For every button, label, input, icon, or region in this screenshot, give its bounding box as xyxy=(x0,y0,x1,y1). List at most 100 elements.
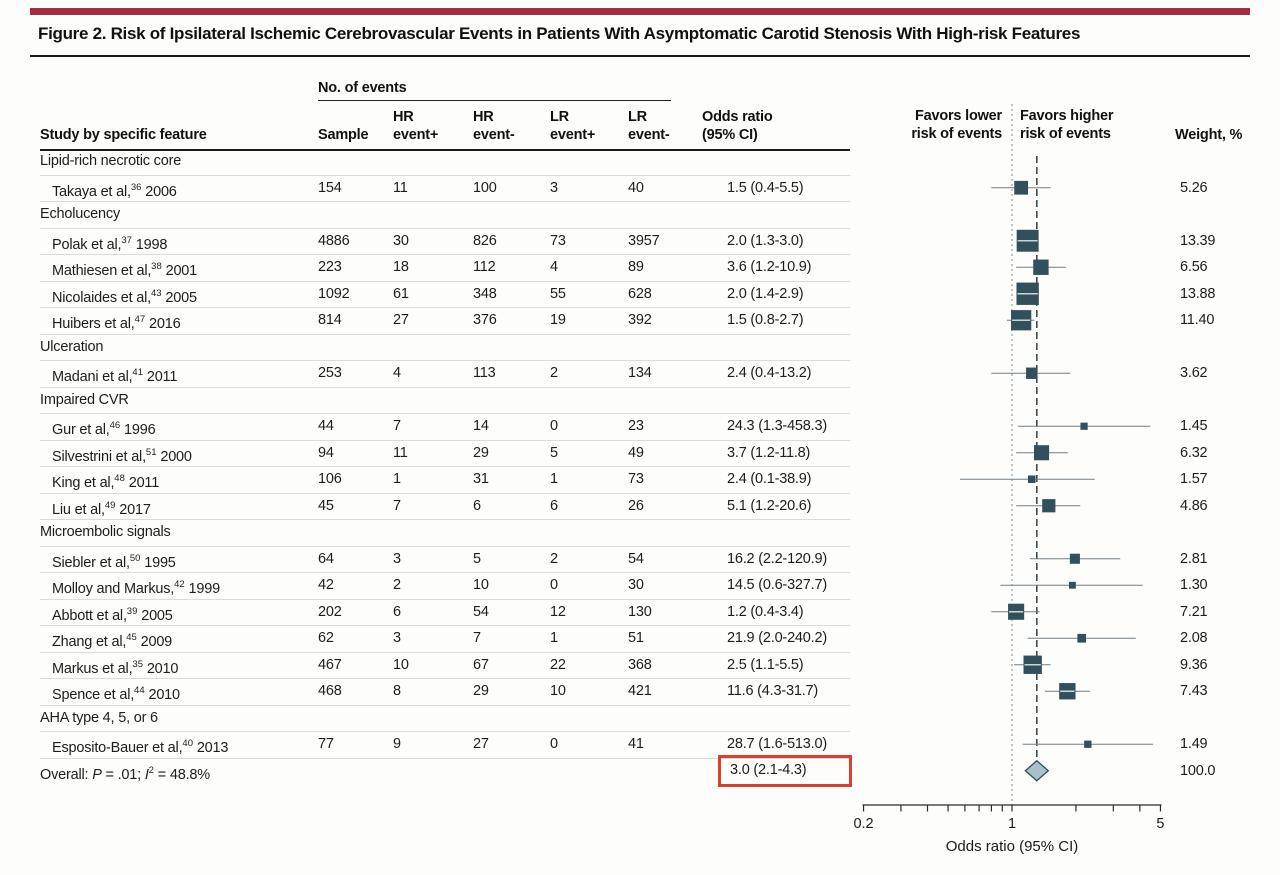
plot-header-favors-higher: Favors higher risk of events xyxy=(1020,108,1114,142)
study-reference-number: 50 xyxy=(129,552,141,564)
study-name: King et al, xyxy=(52,474,115,491)
study-reference-number: 46 xyxy=(109,420,121,431)
hr-event-neg-cell: 6 xyxy=(473,497,481,514)
weight-cell: 1.57 xyxy=(1180,471,1208,487)
odds-ratio-cell: 1.2 (0.4-3.4) xyxy=(727,603,804,620)
lr-event-pos-cell: 73 xyxy=(550,232,566,249)
section-row: Echolucency xyxy=(0,201,1280,228)
study-year: 1999 xyxy=(184,580,221,597)
odds-ratio-cell: 1.5 (0.8-2.7) xyxy=(727,312,804,328)
sample-cell: 64 xyxy=(318,550,334,567)
study-reference-number: 40 xyxy=(182,738,193,749)
study-reference-number: 39 xyxy=(126,605,138,617)
table-row: Markus et al,35 2010 467 10 67 22 368 2.5 (1.1… xyxy=(0,651,1280,682)
hr-event-neg-cell: 5 xyxy=(473,550,481,567)
lr-event-neg-cell: 628 xyxy=(628,285,652,302)
lr-event-pos-cell: 12 xyxy=(550,603,566,620)
sample-cell: 62 xyxy=(318,630,334,646)
hr-event-neg-cell: 10 xyxy=(473,577,489,593)
study-year: 2010 xyxy=(142,660,179,677)
study-year: 2000 xyxy=(156,448,192,465)
sample-cell: 467 xyxy=(318,656,342,673)
hr-event-pos-cell: 7 xyxy=(393,497,401,514)
lr-event-neg-cell: 368 xyxy=(628,656,652,673)
overall-label-part: P xyxy=(92,766,102,783)
section-row: Microembolic signals xyxy=(0,519,1280,546)
study-name-cell: Silvestrini et al,51 2000 xyxy=(52,440,192,470)
hr-event-neg-cell: 54 xyxy=(473,603,489,620)
study-name-cell: Gur et al,46 1996 xyxy=(52,413,156,443)
study-name-cell: Siebler et al,50 1995 xyxy=(52,546,176,576)
weight-cell: 2.08 xyxy=(1180,630,1208,646)
study-name: Silvestrini et al, xyxy=(52,448,146,465)
hr-event-pos-cell: 9 xyxy=(393,736,401,752)
study-name-cell: King et al,48 2011 xyxy=(52,466,159,496)
hr-event-neg-cell: 112 xyxy=(473,259,496,275)
study-name: Gur et al, xyxy=(52,421,110,438)
lr-event-neg-cell: 3957 xyxy=(628,232,660,249)
study-name: Zhang et al, xyxy=(52,633,127,650)
hr-event-pos-cell: 6 xyxy=(393,603,401,620)
study-name: Huibers et al, xyxy=(52,315,135,332)
lr-event-pos-cell: 2 xyxy=(550,365,558,381)
title-rule xyxy=(30,55,1250,57)
hr-event-neg-cell: 100 xyxy=(473,179,497,196)
hr-event-neg-cell: 826 xyxy=(473,232,497,249)
weight-cell: 9.36 xyxy=(1180,656,1208,673)
hr-event-neg-cell: 29 xyxy=(473,683,489,699)
section-label: Ulceration xyxy=(40,338,104,355)
hr-event-neg-cell: 67 xyxy=(473,656,489,673)
study-name-cell: Liu et al,49 2017 xyxy=(52,493,151,523)
hr-event-neg-cell: 348 xyxy=(473,285,497,302)
weight-cell: 13.88 xyxy=(1180,285,1216,302)
section-row: Impaired CVR xyxy=(0,386,1280,414)
lr-event-pos-cell: 6 xyxy=(550,497,558,514)
weight-cell: 3.62 xyxy=(1180,365,1208,381)
weight-cell: 6.32 xyxy=(1180,444,1208,461)
table-row: Nicolaides et al,43 2005 1092 61 348 55 628 2.… xyxy=(0,280,1280,308)
study-name-cell: Polak et al,37 1998 xyxy=(52,228,167,258)
study-reference-number: 45 xyxy=(126,632,137,643)
study-name: Madani et al, xyxy=(52,368,133,385)
study-year: 2005 xyxy=(161,289,197,306)
study-name-cell: Markus et al,35 2010 xyxy=(52,652,178,682)
sample-cell: 223 xyxy=(318,259,342,275)
lr-event-neg-cell: 89 xyxy=(628,259,644,275)
hr-event-pos-cell: 11 xyxy=(393,444,408,461)
column-header-sample: Sample xyxy=(318,127,369,143)
study-year: 2001 xyxy=(161,262,198,279)
table-row: Zhang et al,45 2009 62 3 7 1 51 21.9 (2.0-240.… xyxy=(0,625,1280,652)
section-label: Lipid-rich necrotic core xyxy=(40,153,182,169)
lr-event-pos-cell: 4 xyxy=(550,259,558,275)
accent-bar xyxy=(30,8,1250,15)
study-name: Spence et al, xyxy=(52,686,135,703)
lr-event-pos-cell: 1 xyxy=(550,630,558,646)
sample-cell: 44 xyxy=(318,418,334,434)
sample-cell: 94 xyxy=(318,444,334,461)
table-row: Siebler et al,50 1995 64 3 5 2 54 16.2 (2.2-12… xyxy=(0,545,1280,576)
weight-cell: 1.45 xyxy=(1180,418,1208,434)
overall-label-part: 2 xyxy=(148,764,154,776)
odds-ratio-cell: 3.6 (1.2-10.9) xyxy=(727,259,812,275)
section-label: Echolucency xyxy=(40,206,121,222)
study-name-cell: Abbott et al,39 2005 xyxy=(52,599,173,629)
section-label: Impaired CVR xyxy=(40,391,129,408)
hr-event-pos-cell: 27 xyxy=(393,312,409,328)
lr-event-pos-cell: 0 xyxy=(550,577,558,593)
study-year: 1996 xyxy=(120,421,156,438)
study-name-cell: Zhang et al,45 2009 xyxy=(52,625,172,655)
lr-event-neg-cell: 41 xyxy=(628,736,644,752)
section-row: Lipid-rich necrotic core xyxy=(0,148,1280,175)
table-row: Huibers et al,47 2016 814 27 376 19 392 1.5 (0… xyxy=(0,307,1280,334)
hr-event-pos-cell: 1 xyxy=(393,471,401,487)
weight-cell: 5.26 xyxy=(1180,179,1208,196)
lr-event-neg-cell: 130 xyxy=(628,603,652,620)
study-name-cell: Mathiesen et al,38 2001 xyxy=(52,254,197,284)
weight-cell: 6.56 xyxy=(1180,259,1208,275)
hr-event-pos-cell: 4 xyxy=(393,365,401,381)
study-reference-number: 44 xyxy=(134,685,145,696)
section-label: Microembolic signals xyxy=(40,524,171,540)
hr-event-pos-cell: 7 xyxy=(393,418,401,434)
table-row: Gur et al,46 1996 44 7 14 0 23 24.3 (1.3-458.3… xyxy=(0,413,1280,440)
hr-event-pos-cell: 3 xyxy=(393,550,401,567)
